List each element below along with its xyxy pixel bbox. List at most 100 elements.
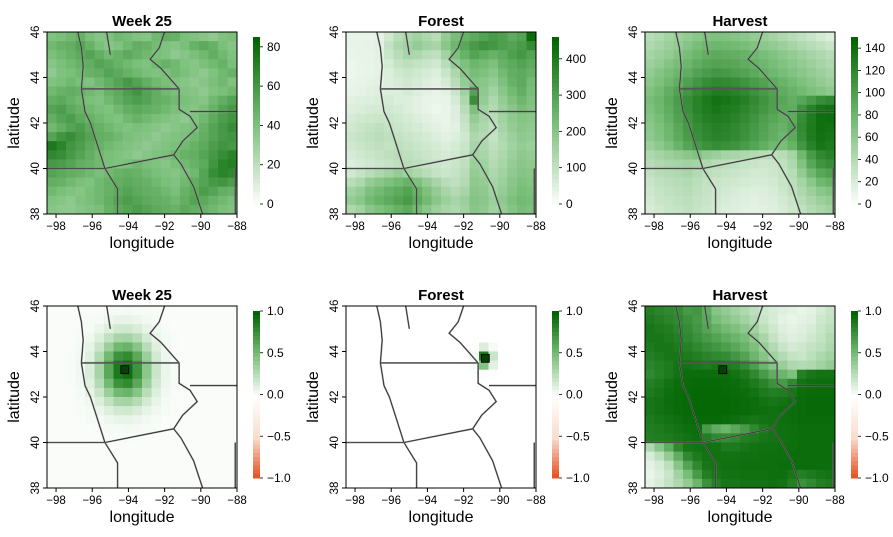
heatmap-cell — [85, 387, 95, 398]
heatmap-cell — [507, 397, 518, 407]
heatmap-cell — [806, 204, 817, 215]
heatmap-cell — [393, 95, 404, 106]
heatmap-cell — [422, 424, 432, 434]
heatmap-cell — [170, 86, 181, 97]
heatmap-cell — [47, 360, 57, 371]
heatmap-cell — [161, 150, 171, 160]
heatmap-cell — [412, 378, 423, 389]
colorbar-segment — [253, 195, 260, 201]
colorbar-segment — [851, 461, 858, 466]
heatmap-cell — [75, 406, 86, 416]
heatmap-cell — [721, 32, 731, 42]
colorbar-segment — [253, 191, 260, 197]
heatmap-cell — [151, 77, 162, 87]
heatmap-cell — [654, 478, 665, 489]
heatmap-cell — [422, 451, 432, 462]
heatmap-cell — [498, 186, 508, 197]
heatmap-cell — [479, 168, 489, 178]
heatmap-cell — [740, 104, 750, 115]
heatmap-cell — [75, 306, 86, 316]
heatmap-cell — [199, 397, 209, 407]
heatmap-cell — [517, 50, 527, 60]
heatmap-cell — [441, 68, 451, 78]
heatmap-cell — [507, 333, 518, 343]
heatmap-cell — [170, 406, 181, 416]
heatmap-cell — [469, 406, 480, 416]
colorbar-segment — [851, 149, 858, 155]
heatmap-cell — [469, 442, 480, 452]
heatmap-cell — [526, 77, 537, 87]
heatmap-cell — [469, 195, 480, 206]
heatmap-cell — [469, 415, 480, 425]
x-tick-label: −92 — [753, 495, 773, 507]
heatmap-cell — [469, 68, 480, 78]
heatmap-cell — [664, 113, 674, 124]
heatmap-cell — [730, 351, 741, 361]
heatmap-cell — [730, 478, 741, 489]
heatmap-cell — [47, 68, 57, 78]
heatmap-cell — [787, 50, 798, 60]
state-border-core — [679, 362, 704, 443]
heatmap-cell — [460, 442, 470, 452]
heatmap-cell — [66, 113, 76, 124]
heatmap-cell — [654, 306, 665, 316]
heatmap-cell — [66, 397, 76, 407]
colorbar-segment — [851, 41, 858, 46]
heatmap-cell — [227, 387, 238, 398]
heatmap-cell — [199, 150, 209, 160]
panel-2: Forest−98 −96 −94 −92 −90 −883840424446longit… — [305, 13, 586, 252]
heatmap-cell — [740, 351, 750, 361]
heatmap-cell — [94, 41, 105, 51]
heatmap-cell — [441, 123, 451, 133]
heatmap-cell — [161, 59, 171, 69]
heatmap-cell — [711, 123, 722, 133]
heatmap-cell — [645, 406, 655, 416]
heatmap-cell — [479, 32, 489, 42]
heatmap-cell — [123, 150, 133, 160]
heatmap-cell — [346, 306, 356, 316]
heatmap-cell — [66, 204, 76, 215]
heatmap-cell — [142, 478, 152, 489]
heatmap-cell — [441, 95, 451, 106]
x-tick-label: −96 — [680, 221, 700, 233]
heatmap-cell — [189, 387, 200, 398]
x-axis-label: longitude — [708, 235, 773, 252]
colorbar-segment — [253, 327, 260, 333]
heatmap-cell — [403, 195, 413, 206]
heatmap-cell — [431, 95, 442, 106]
heatmap-cell — [441, 442, 451, 452]
heatmap-cell — [683, 433, 693, 443]
colorbar-segment — [253, 53, 260, 59]
heatmap-cell — [47, 315, 57, 325]
heatmap-cell — [730, 95, 741, 106]
heatmap-cell — [498, 315, 508, 325]
y-tick-label: 46 — [329, 300, 341, 313]
heatmap-cell — [56, 41, 67, 51]
heatmap-cell — [450, 50, 461, 60]
heatmap-cell — [740, 150, 750, 160]
x-tick-label: −96 — [82, 495, 102, 507]
heatmap-cell — [403, 369, 413, 380]
heatmap-cell — [702, 86, 712, 97]
x-tick-label: −98 — [644, 495, 664, 507]
colorbar-tick-label: 120 — [865, 63, 885, 77]
heatmap-cell — [227, 68, 238, 78]
heatmap-cell — [227, 315, 238, 325]
heatmap-cell — [749, 150, 760, 160]
heatmap-cell — [47, 424, 57, 434]
heatmap-cell — [768, 77, 779, 87]
heatmap-cell — [702, 168, 712, 178]
heatmap-cell — [56, 460, 67, 471]
heatmap-cell — [47, 132, 57, 142]
heatmap-cell — [740, 68, 750, 78]
heatmap-cell — [749, 132, 760, 142]
heatmap-cell — [526, 32, 537, 42]
heatmap-cell — [730, 68, 741, 78]
heatmap-cell — [768, 141, 779, 151]
heatmap-cell — [422, 315, 432, 325]
heatmap-cell — [384, 168, 394, 178]
heatmap-cell — [768, 442, 779, 452]
heatmap-cell — [469, 41, 480, 51]
heatmap-cell — [664, 469, 674, 480]
colorbar-segment — [552, 183, 559, 188]
